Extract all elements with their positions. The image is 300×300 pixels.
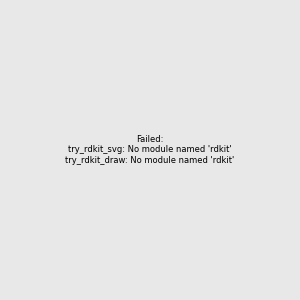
Text: Failed:
try_rdkit_svg: No module named 'rdkit'
try_rdkit_draw: No module named ': Failed: try_rdkit_svg: No module named '… (65, 135, 235, 165)
